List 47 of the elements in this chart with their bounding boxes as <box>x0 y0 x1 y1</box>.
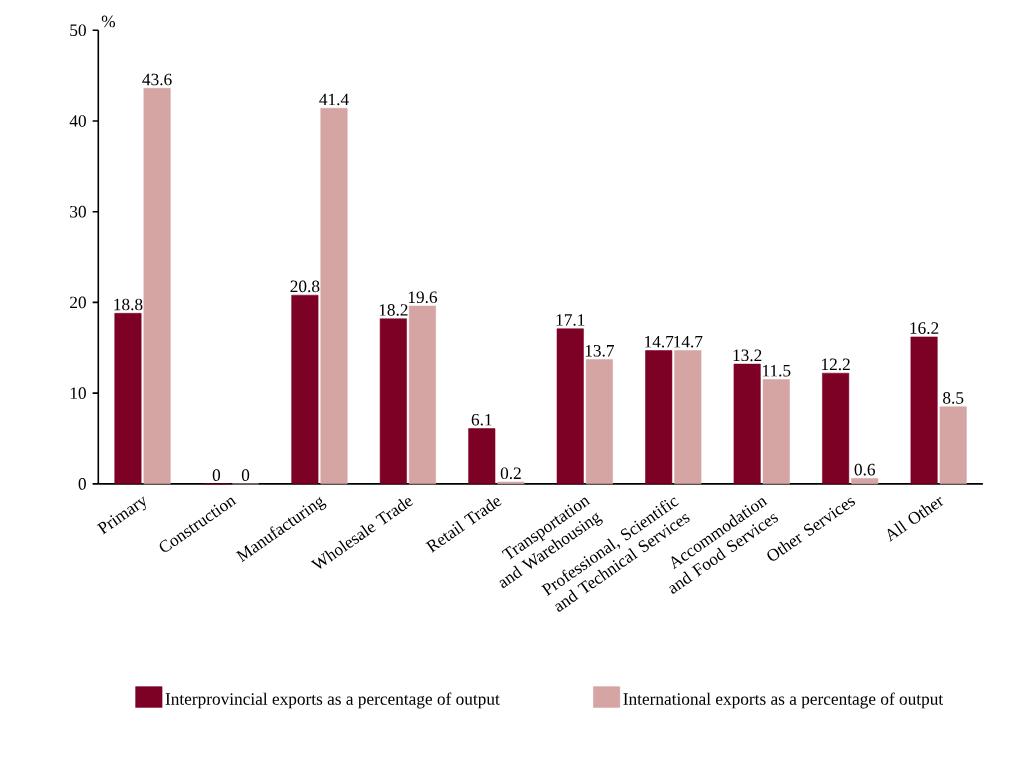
bar <box>733 364 761 485</box>
bar <box>822 373 850 485</box>
bar <box>645 350 673 485</box>
y-tick-label: 0 <box>78 478 86 490</box>
x-tick-label: All Other <box>887 497 944 542</box>
bar <box>851 478 879 485</box>
bar <box>468 428 496 485</box>
data-label: 20.8 <box>290 280 320 293</box>
data-label: 8.5 <box>943 392 964 404</box>
bar <box>291 295 319 485</box>
data-label: 0.2 <box>500 467 521 480</box>
data-label: 11.5 <box>763 365 791 377</box>
data-label: 18.8 <box>114 298 143 311</box>
data-label: 14.7 <box>645 336 674 348</box>
bar <box>556 328 584 485</box>
bar <box>762 379 790 485</box>
bar <box>585 359 613 485</box>
data-label: 6.1 <box>471 414 492 426</box>
data-label: 12.2 <box>822 358 850 371</box>
bar <box>674 350 702 485</box>
data-label: 13.2 <box>733 349 762 362</box>
y-tick-label: 20 <box>70 296 86 309</box>
y-tick-label: 50 <box>70 24 86 37</box>
y-tick-label: 30 <box>70 206 86 218</box>
bar <box>939 406 967 485</box>
legend-label: International exports as a percentage of output <box>623 692 944 709</box>
data-label: 0.6 <box>854 463 876 476</box>
data-label: 0 <box>241 469 250 482</box>
y-axis-title: % <box>101 15 116 28</box>
bar <box>320 108 348 485</box>
data-label: 18.2 <box>379 304 408 316</box>
data-label: 17.1 <box>556 314 585 326</box>
data-label: 43.6 <box>142 73 172 86</box>
data-label: 0 <box>212 469 221 482</box>
data-label: 14.7 <box>674 336 703 348</box>
data-label: 16.2 <box>910 322 939 335</box>
bar <box>379 318 407 485</box>
bar <box>143 88 171 485</box>
y-tick-label: 40 <box>69 115 86 127</box>
bar <box>114 313 142 485</box>
legend-label: Interprovincial exports as a percentage of output <box>165 692 500 709</box>
y-tick-label: 10 <box>70 387 86 400</box>
data-label: 41.4 <box>319 93 349 106</box>
data-label: 13.7 <box>585 345 614 357</box>
data-label: 19.6 <box>408 291 438 304</box>
bar <box>408 305 436 485</box>
bar <box>910 336 938 485</box>
